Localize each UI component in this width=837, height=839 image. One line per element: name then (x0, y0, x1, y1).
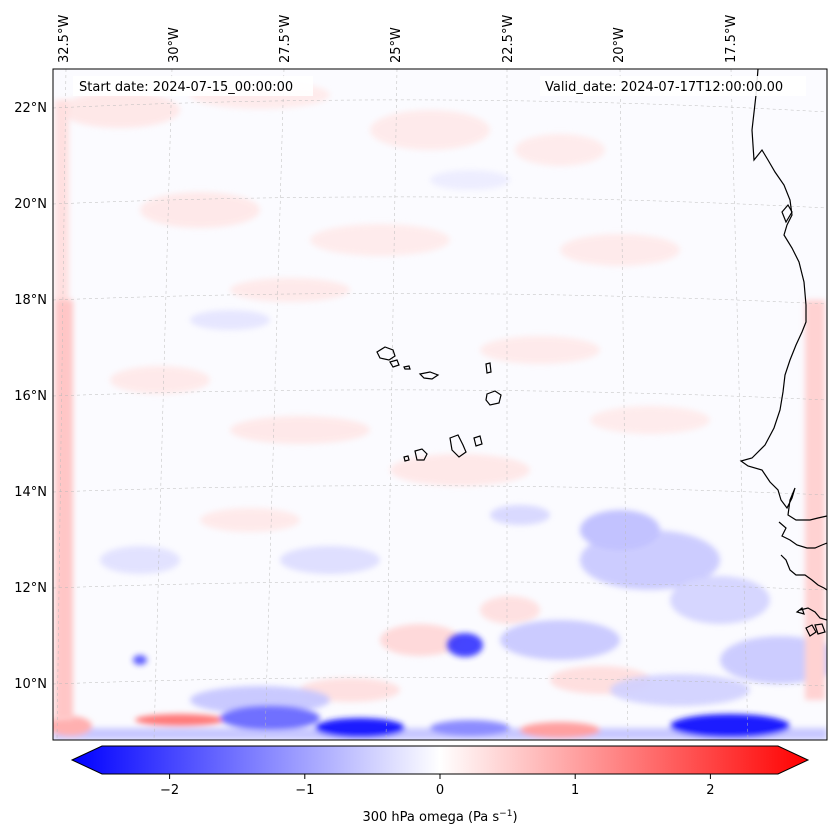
latitude-labels: 22°N 20°N 18°N 16°N 14°N 12°N 10°N (14, 101, 47, 692)
lon-label-27-5: 27.5°W (278, 15, 293, 63)
coastline-guinea-bissau (778, 521, 827, 549)
island-santiago (449, 434, 467, 458)
island-santo-antao (376, 346, 396, 361)
map-panel: Start date: 2024-07-15_00:00:00 Valid_da… (52, 68, 828, 741)
colorbar-ticks: −2 −1 0 1 2 (160, 774, 715, 798)
gridline-lat-12 (53, 581, 827, 591)
colorbar-tick-label: 0 (436, 783, 444, 798)
gridline-lon-30 (153, 69, 173, 740)
gridline-lon-17-5 (730, 69, 749, 740)
lon-label-25: 25°W (389, 27, 404, 63)
lat-label-10: 10°N (14, 677, 47, 692)
coastline-mainland (739, 69, 827, 521)
lat-label-18: 18°N (14, 293, 47, 308)
lat-label-20: 20°N (14, 197, 47, 212)
gridline-lat-14 (53, 485, 827, 496)
colorbar-title-text: 300 hPa omega (Pa s (362, 810, 499, 825)
colorbar-tick-label: 1 (571, 783, 579, 798)
omega-edge-bands (55, 100, 825, 720)
coastline-inlet (781, 203, 793, 224)
lon-label-17-5: 17.5°W (724, 15, 739, 63)
lon-label-22-5: 22.5°W (501, 15, 516, 63)
island-sao-nicolau (418, 371, 440, 380)
colorbar-title-close: ) (512, 810, 517, 825)
colorbar: −2 −1 0 1 2 300 hPa omega (Pa s−1) (70, 745, 810, 825)
map-frame (52, 68, 828, 741)
colorbar-body (70, 745, 810, 775)
cape-verde-islands (376, 346, 502, 462)
colorbar-title: 300 hPa omega (Pa s−1) (362, 809, 517, 825)
omega-bottom-bands (53, 706, 827, 740)
island-sal (485, 362, 492, 374)
lat-label-14: 14°N (14, 485, 47, 500)
coastline-sierra-leone (799, 607, 827, 621)
gridlines (53, 69, 827, 740)
gridline-lon-32-5 (56, 69, 67, 740)
gridline-lat-10 (53, 677, 827, 687)
island-sao-vicente (389, 359, 400, 368)
lon-label-30: 30°W (167, 27, 182, 63)
lat-label-22: 22°N (14, 101, 47, 116)
colorbar-tick-label: −2 (160, 783, 179, 798)
valid-date-box (540, 76, 806, 96)
island-fogo (414, 448, 428, 461)
longitude-labels: 32.5°W 30°W 27.5°W 25°W 22.5°W 20°W 17.5… (57, 15, 739, 63)
colorbar-tick-label: −1 (295, 783, 314, 798)
valid-date-label: Valid_date: 2024-07-17T12:00:00.00 (545, 80, 783, 95)
omega-negative-patches (100, 170, 827, 714)
coastline-island-b (814, 623, 826, 635)
island-santa-luzia (403, 365, 411, 370)
coastline-island-a (805, 624, 817, 637)
island-maio (473, 435, 483, 447)
coastline-guinea (780, 554, 827, 591)
lon-label-20: 20°W (612, 27, 627, 63)
gridline-lon-25 (385, 69, 398, 740)
coastline-island-c (795, 606, 805, 615)
gridline-lat-16 (53, 389, 827, 401)
start-date-box (73, 76, 313, 96)
gridline-lat-20 (53, 196, 827, 209)
colorbar-title-superscript: −1 (499, 809, 512, 819)
gridline-lon-27-5 (264, 69, 285, 740)
lon-label-32-5: 32.5°W (57, 15, 72, 63)
africa-coastline (739, 69, 827, 637)
lat-label-16: 16°N (14, 389, 47, 404)
gridline-lat-18 (53, 293, 827, 305)
island-brava (403, 455, 410, 462)
lat-label-12: 12°N (14, 581, 47, 596)
island-boa-vista (485, 390, 502, 406)
colorbar-tick-label: 2 (706, 783, 714, 798)
gridline-lon-20 (619, 69, 629, 740)
start-date-label: Start date: 2024-07-15_00:00:00 (79, 80, 293, 95)
gridline-lat-22 (53, 99, 827, 113)
